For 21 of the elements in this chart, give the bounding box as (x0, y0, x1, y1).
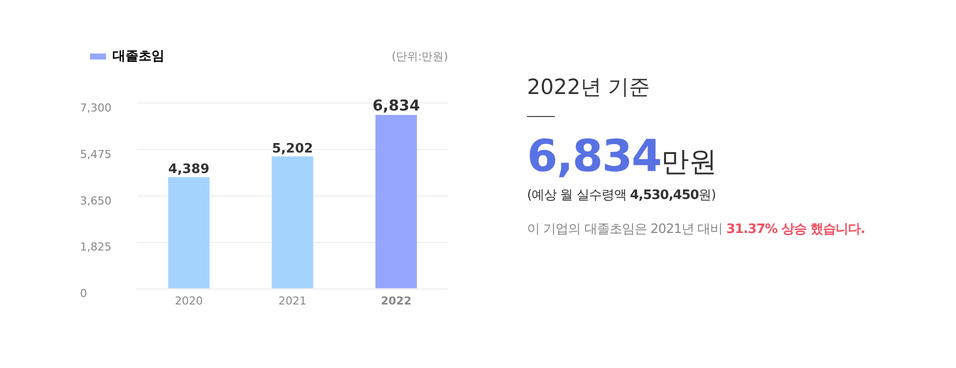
text: (예상 월 실수령액 (527, 188, 628, 203)
text: 원) (698, 188, 716, 203)
text: 6,834 (527, 131, 662, 182)
text: 이 기업의 대졸초임은 2021년 대비 (527, 222, 724, 237)
text: 31.37% 상승 했습니다. (726, 222, 865, 237)
text: 만원 (661, 145, 718, 178)
y-tick-label: 1,825 (80, 240, 112, 254)
legend-label: 대졸초임 (112, 48, 164, 64)
x-tick-label: 2021 (278, 294, 306, 308)
text: (단위:만원) (392, 49, 448, 64)
y-tick-label: 0 (80, 287, 87, 300)
y-tick-label: 7,300 (80, 101, 112, 114)
x-tick-label: 2022 (380, 294, 412, 308)
data-label: 6,834 (372, 96, 420, 114)
y-tick-label: 5,475 (80, 148, 112, 161)
y-tick-label: 3,650 (80, 194, 112, 208)
text: 4,530,450 (630, 188, 699, 203)
text: 2022년 기준 (527, 74, 652, 101)
data-label: 4,389 (168, 162, 210, 177)
x-tick-label: 2020 (174, 294, 203, 308)
data-label: 5,202 (272, 141, 314, 156)
